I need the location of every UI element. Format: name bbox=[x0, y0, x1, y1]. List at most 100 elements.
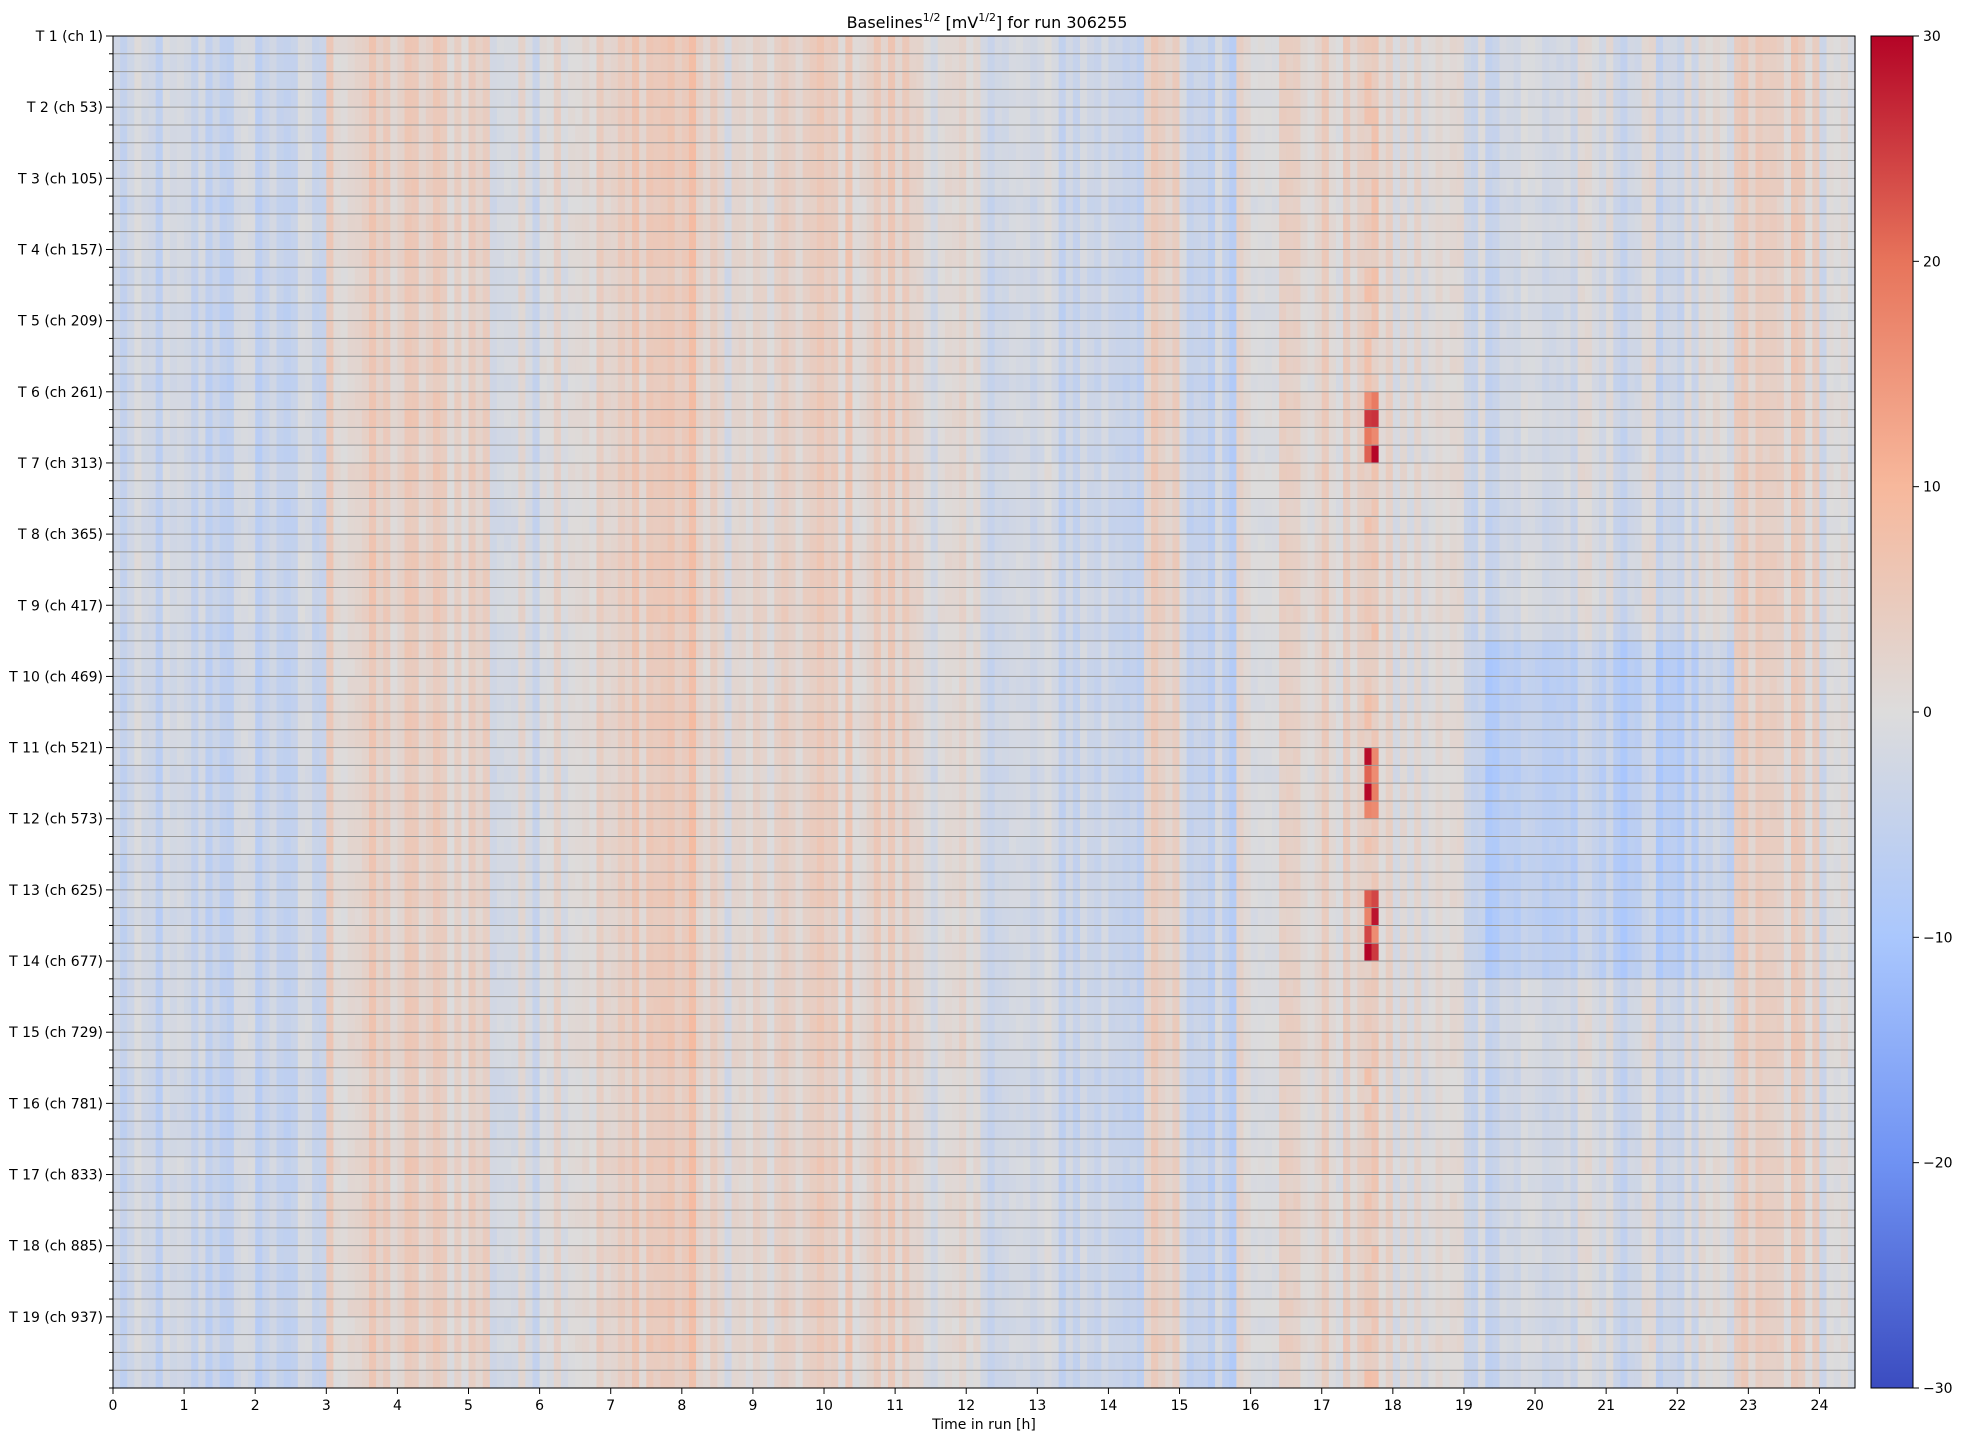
heatmap-cell bbox=[660, 178, 668, 196]
heatmap-cell bbox=[696, 72, 704, 90]
heatmap-cell bbox=[895, 54, 903, 72]
heatmap-cell bbox=[909, 72, 917, 90]
heatmap-cell bbox=[1471, 196, 1479, 214]
heatmap-cell bbox=[369, 374, 377, 392]
heatmap-cell bbox=[1400, 161, 1408, 179]
heatmap-cell bbox=[1592, 196, 1600, 214]
heatmap-cell bbox=[902, 178, 910, 196]
heatmap-cell bbox=[582, 285, 590, 303]
heatmap-cell bbox=[1777, 72, 1785, 90]
heatmap-cell bbox=[646, 72, 654, 90]
heatmap-cell bbox=[1606, 374, 1614, 392]
heatmap-cell bbox=[1087, 285, 1095, 303]
heatmap-cell bbox=[995, 303, 1003, 321]
heatmap-cell bbox=[1379, 249, 1387, 267]
heatmap-cell bbox=[127, 54, 135, 72]
heatmap-cell bbox=[1194, 196, 1202, 214]
heatmap-cell bbox=[1734, 54, 1742, 72]
heatmap-cell bbox=[362, 392, 370, 410]
heatmap-cell bbox=[1755, 321, 1763, 339]
heatmap-cell bbox=[1130, 161, 1138, 179]
heatmap-cell bbox=[959, 214, 967, 232]
heatmap-cell bbox=[348, 249, 356, 267]
heatmap-cell bbox=[341, 196, 349, 214]
heatmap-cell bbox=[241, 178, 249, 196]
heatmap-cell bbox=[1535, 232, 1543, 250]
heatmap-cell bbox=[405, 356, 413, 374]
heatmap-cell bbox=[860, 303, 868, 321]
heatmap-cell bbox=[1492, 303, 1500, 321]
heatmap-cell bbox=[1535, 161, 1543, 179]
heatmap-cell bbox=[234, 72, 242, 90]
heatmap-cell bbox=[1642, 54, 1650, 72]
heatmap-cell bbox=[604, 303, 612, 321]
heatmap-cell bbox=[1187, 285, 1195, 303]
heatmap-cell bbox=[461, 89, 469, 107]
heatmap-cell bbox=[412, 232, 420, 250]
heatmap-cell bbox=[1428, 232, 1436, 250]
heatmap-cell bbox=[1748, 285, 1756, 303]
heatmap-cell bbox=[1514, 54, 1522, 72]
heatmap-cell bbox=[255, 392, 263, 410]
heatmap-cell bbox=[1194, 143, 1202, 161]
heatmap-cell bbox=[860, 321, 868, 339]
heatmap-cell bbox=[1201, 178, 1209, 196]
heatmap-cell bbox=[980, 178, 988, 196]
heatmap-cell bbox=[341, 392, 349, 410]
heatmap-cell bbox=[1770, 72, 1778, 90]
heatmap-cell bbox=[1251, 321, 1259, 339]
heatmap-cell bbox=[319, 392, 327, 410]
heatmap-cell bbox=[426, 321, 434, 339]
heatmap-cell bbox=[227, 374, 235, 392]
heatmap-cell bbox=[312, 54, 320, 72]
heatmap-cell bbox=[1791, 161, 1799, 179]
heatmap-cell bbox=[717, 232, 725, 250]
heatmap-cell bbox=[1009, 285, 1017, 303]
heatmap-cell bbox=[582, 107, 590, 125]
heatmap-cell bbox=[1108, 161, 1116, 179]
heatmap-cell bbox=[1308, 143, 1316, 161]
heatmap-cell bbox=[682, 54, 690, 72]
heatmap-cell bbox=[1208, 54, 1216, 72]
heatmap-cell bbox=[1492, 356, 1500, 374]
heatmap-cell bbox=[1713, 36, 1721, 54]
heatmap-cell bbox=[1059, 321, 1067, 339]
heatmap-cell bbox=[1514, 267, 1522, 285]
heatmap-cell bbox=[1713, 161, 1721, 179]
heatmap-cell bbox=[312, 232, 320, 250]
heatmap-cell bbox=[1443, 161, 1451, 179]
heatmap-cell bbox=[1293, 107, 1301, 125]
heatmap-cell bbox=[1364, 267, 1372, 285]
heatmap-cell bbox=[1244, 374, 1252, 392]
heatmap-cell bbox=[689, 54, 697, 72]
heatmap-cell bbox=[831, 36, 839, 54]
heatmap-cell bbox=[959, 196, 967, 214]
heatmap-cell bbox=[1023, 196, 1031, 214]
heatmap-cell bbox=[1272, 89, 1280, 107]
heatmap-cell bbox=[696, 374, 704, 392]
heatmap-cell bbox=[1158, 161, 1166, 179]
heatmap-cell bbox=[1279, 89, 1287, 107]
heatmap-cell bbox=[1023, 338, 1031, 356]
heatmap-cell bbox=[1507, 125, 1515, 143]
heatmap-cell bbox=[653, 214, 661, 232]
heatmap-cell bbox=[1542, 107, 1550, 125]
heatmap-cell bbox=[1748, 89, 1756, 107]
heatmap-cell bbox=[1734, 36, 1742, 54]
heatmap-cell bbox=[1627, 249, 1635, 267]
heatmap-cell bbox=[149, 89, 157, 107]
heatmap-cell bbox=[1499, 143, 1507, 161]
heatmap-cell bbox=[1251, 374, 1259, 392]
heatmap-cell bbox=[810, 196, 818, 214]
heatmap-cell bbox=[1542, 321, 1550, 339]
heatmap-cell bbox=[412, 392, 420, 410]
heatmap-cell bbox=[874, 285, 882, 303]
heatmap-cell bbox=[1571, 178, 1579, 196]
heatmap-cell bbox=[625, 36, 633, 54]
heatmap-cell bbox=[333, 285, 341, 303]
heatmap-cell bbox=[134, 107, 142, 125]
heatmap-cell bbox=[120, 338, 128, 356]
heatmap-cell bbox=[1016, 321, 1024, 339]
heatmap-cell bbox=[1528, 89, 1536, 107]
heatmap-cell bbox=[1478, 267, 1486, 285]
